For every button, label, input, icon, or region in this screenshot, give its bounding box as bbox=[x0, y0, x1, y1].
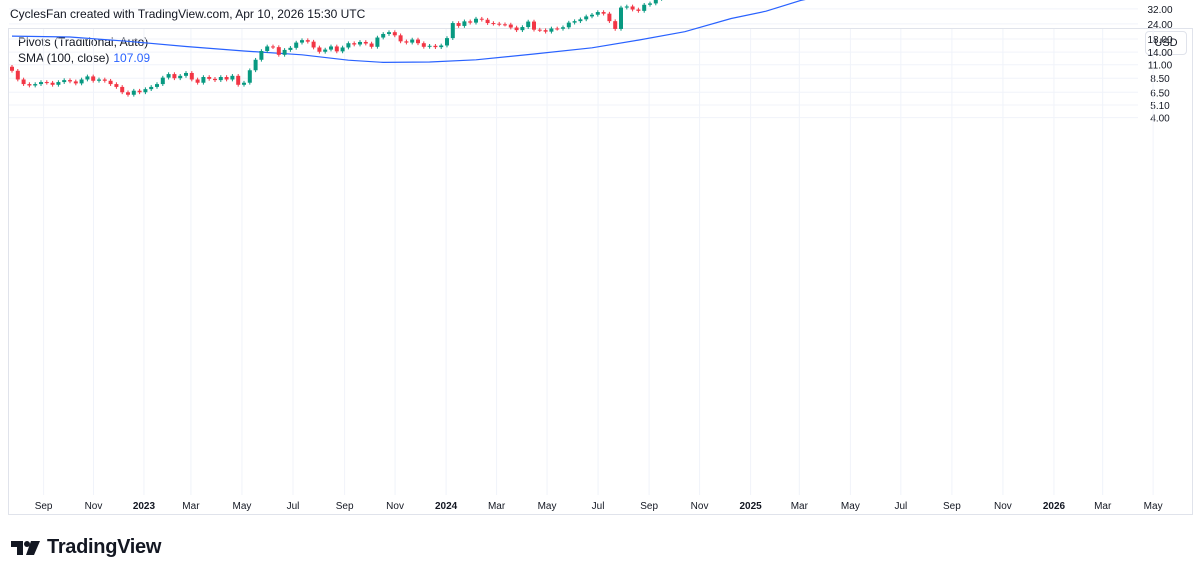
sma-legend-row[interactable]: SMA (100, close) 107.09 bbox=[18, 50, 150, 66]
candle-body[interactable] bbox=[653, 0, 658, 4]
tradingview-logo-icon bbox=[11, 540, 40, 555]
candle-body[interactable] bbox=[566, 22, 571, 28]
candle-body[interactable] bbox=[642, 4, 647, 11]
candle-body[interactable] bbox=[590, 14, 594, 17]
chart-header-title: CyclesFan created with TradingView.com, … bbox=[10, 7, 366, 21]
candle-body[interactable] bbox=[624, 6, 629, 8]
candle-body[interactable] bbox=[584, 16, 589, 20]
candle-body[interactable] bbox=[636, 9, 641, 11]
candle-body[interactable] bbox=[630, 6, 635, 10]
y-tick-label: 42.00 bbox=[1147, 0, 1172, 2]
candle-body[interactable] bbox=[485, 19, 490, 24]
y-tick-label: 32.00 bbox=[1147, 5, 1172, 16]
candle-body[interactable] bbox=[503, 24, 507, 26]
chart-legend: Pivots (Traditional, Auto) SMA (100, clo… bbox=[18, 34, 150, 66]
candle-body[interactable] bbox=[572, 21, 577, 23]
candle-body[interactable] bbox=[468, 21, 473, 23]
candle-body[interactable] bbox=[578, 19, 583, 22]
candle-body[interactable] bbox=[491, 23, 496, 25]
candle-body[interactable] bbox=[456, 23, 461, 26]
candle-body[interactable] bbox=[648, 3, 652, 5]
candle-body[interactable] bbox=[619, 7, 623, 29]
pivots-legend-label[interactable]: Pivots (Traditional, Auto) bbox=[18, 35, 149, 49]
candle-body[interactable] bbox=[497, 23, 502, 25]
candle-body[interactable] bbox=[601, 12, 606, 14]
candle-body[interactable] bbox=[607, 13, 612, 22]
candle-body[interactable] bbox=[474, 18, 478, 23]
candle-body[interactable] bbox=[479, 18, 484, 20]
tradingview-logo-text: TradingView bbox=[47, 536, 162, 558]
tradingview-logo: TradingView bbox=[11, 536, 161, 559]
sma-legend-value: 107.09 bbox=[113, 51, 151, 65]
currency-button[interactable]: USD bbox=[1145, 31, 1187, 55]
candle-body[interactable] bbox=[526, 21, 531, 28]
candle-body[interactable] bbox=[595, 12, 600, 15]
sma-legend-label: SMA (100, close) bbox=[18, 51, 110, 65]
candle-body[interactable] bbox=[462, 21, 467, 26]
chart-frame bbox=[8, 28, 1193, 515]
